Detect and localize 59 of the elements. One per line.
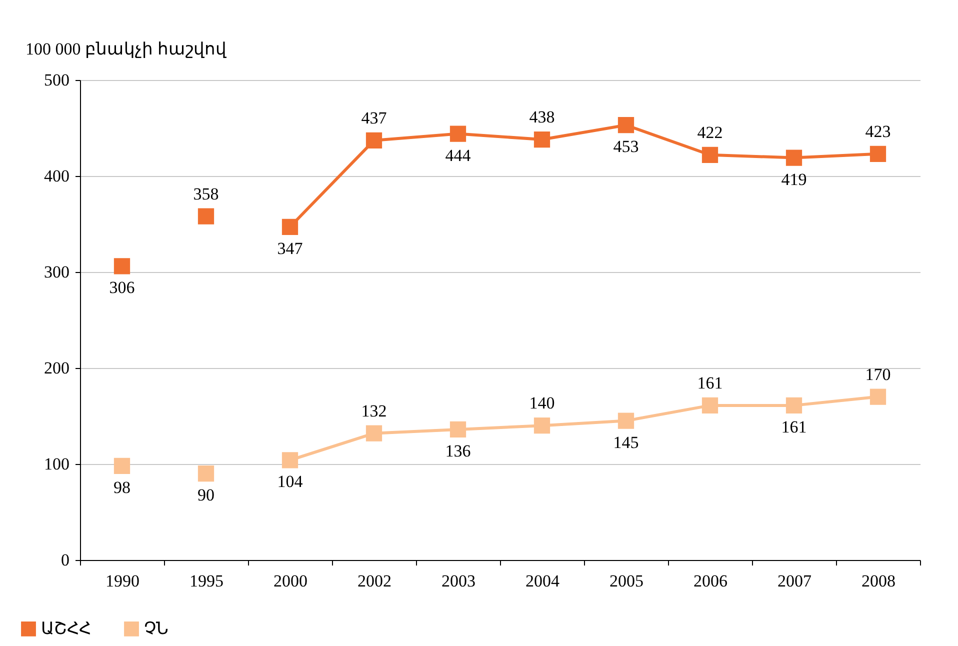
data-label: 98 [114,478,130,497]
x-tick-label: 2002 [358,572,392,590]
y-tick-label: 200 [44,358,70,378]
x-tick-label: 2000 [274,572,308,590]
legend-label: ՉՆ [144,618,168,638]
point [450,421,466,438]
y-axis-title: 100 000 բնակչի հաշվով [26,40,226,58]
x-tick-label: 2003 [442,572,476,590]
point [534,131,550,148]
point [786,150,802,166]
x-tick-label: 1990 [106,572,140,590]
data-label: 306 [109,278,135,298]
data-label: 438 [529,108,555,127]
point [870,388,886,405]
y-tick-label: 300 [44,262,70,282]
data-label: 140 [529,394,555,413]
data-label: 347 [277,238,304,258]
point [198,466,214,482]
x-tick-label: 2004 [526,572,560,590]
x-tick-label: 2005 [610,572,644,590]
point [702,397,718,414]
point [114,458,130,474]
x-tick-label: 1995 [190,572,224,590]
legend-label: ԱՇՀՀ [41,618,91,638]
data-label: 358 [193,184,219,204]
x-tick-label: 2008 [862,572,896,590]
x-tick-label: 2007 [778,572,812,590]
data-label: 161 [697,373,723,392]
data-label: 170 [865,364,891,384]
data-label: 423 [865,122,891,141]
point [198,208,214,224]
point [618,412,634,429]
data-label: 419 [781,170,807,189]
point [786,397,802,414]
data-label: 104 [277,472,304,492]
data-label: 161 [781,417,807,436]
point [366,132,382,149]
point [282,218,298,235]
data-label: 136 [445,441,471,460]
point [870,146,886,162]
point [282,452,298,468]
data-label: 145 [613,432,639,452]
data-label: 132 [361,401,387,420]
x-tick-label: 2006 [694,572,728,590]
point [534,418,550,434]
point [702,146,718,163]
point [450,126,466,142]
data-label: 444 [445,146,472,165]
data-label: 422 [697,122,723,142]
point [366,425,382,442]
data-label: 453 [613,137,639,156]
y-tick-label: 400 [44,166,70,186]
data-label: 90 [198,486,214,505]
y-tick-label: 500 [44,70,70,90]
data-label: 437 [361,108,388,128]
point [618,117,634,134]
point [114,258,130,274]
y-tick-label: 100 [44,454,70,474]
y-tick-label: 0 [61,550,70,570]
